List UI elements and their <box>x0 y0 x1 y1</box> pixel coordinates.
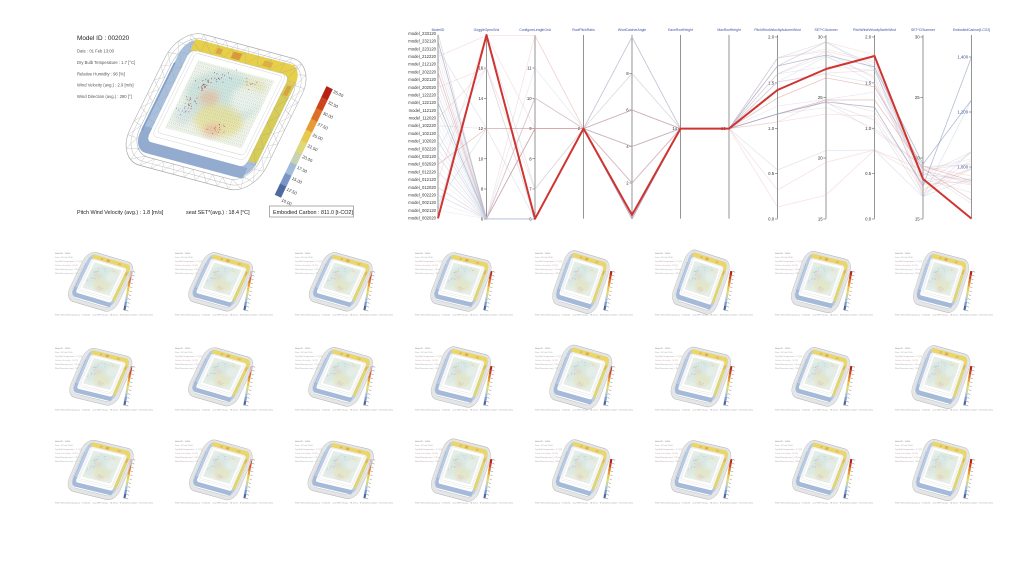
svg-text:model_223120: model_223120 <box>408 46 436 51</box>
svg-text:seat SET*(avg.) : 18.4 [°C]: seat SET*(avg.) : 18.4 [°C] <box>186 210 250 216</box>
svg-text:Relative Humidity : 98 [%]: Relative Humidity : 98 [%] <box>77 71 125 76</box>
svg-text:10.00: 10.00 <box>281 197 293 206</box>
svg-text:25: 25 <box>915 95 920 100</box>
svg-text:30: 30 <box>818 35 823 40</box>
svg-text:25: 25 <box>818 95 823 100</box>
svg-text:25.00: 25.00 <box>312 132 324 141</box>
svg-text:0.5: 0.5 <box>865 171 872 176</box>
svg-text:15: 15 <box>818 217 823 222</box>
svg-text:22.50: 22.50 <box>307 143 319 152</box>
svg-text:model_122120: model_122120 <box>408 100 436 105</box>
svg-text:1.0: 1.0 <box>768 126 775 131</box>
svg-text:model_233120: model_233120 <box>408 31 436 36</box>
svg-text:model_002120: model_002120 <box>408 208 436 213</box>
svg-text:Dry Bulb Temperature : 1.7 [°C: Dry Bulb Temperature : 1.7 [°C] <box>77 60 135 65</box>
svg-text:16: 16 <box>478 66 483 71</box>
svg-text:model_002120: model_002120 <box>408 200 436 205</box>
svg-text:model_202220: model_202220 <box>408 69 436 74</box>
svg-text:10: 10 <box>478 156 483 161</box>
svg-text:model_012120: model_012120 <box>408 177 436 182</box>
svg-text:EmbodiedCarbon[t-CO2]: EmbodiedCarbon[t-CO2] <box>953 28 990 32</box>
svg-text:20.00: 20.00 <box>301 154 313 163</box>
svg-text:model_202020: model_202020 <box>408 85 436 90</box>
svg-text:12.50: 12.50 <box>286 187 298 196</box>
svg-text:model_122220: model_122220 <box>408 93 436 98</box>
svg-text:PitchWindVelocityAutumnWind: PitchWindVelocityAutumnWind <box>754 28 800 32</box>
svg-text:Wind Direction (avg.) : 290 [°: Wind Direction (avg.) : 290 [°] <box>77 94 132 99</box>
svg-text:model_212220: model_212220 <box>408 54 436 59</box>
svg-text:10: 10 <box>527 96 532 101</box>
svg-text:6: 6 <box>481 217 484 222</box>
svg-text:1,200: 1,200 <box>957 110 968 115</box>
svg-text:model_102220: model_102220 <box>408 123 436 128</box>
svg-text:model_112120: model_112120 <box>409 108 437 113</box>
svg-text:9: 9 <box>529 126 532 131</box>
svg-text:12: 12 <box>478 126 483 131</box>
svg-text:4: 4 <box>626 144 629 149</box>
svg-text:32.50: 32.50 <box>327 100 339 109</box>
svg-text:1,400: 1,400 <box>957 55 968 60</box>
svg-text:model_102020: model_102020 <box>408 139 436 144</box>
svg-text:1.5: 1.5 <box>768 80 775 85</box>
svg-text:27.50: 27.50 <box>317 122 329 131</box>
svg-text:Date : 01 Feb 13:00: Date : 01 Feb 13:00 <box>77 49 115 54</box>
svg-text:2: 2 <box>626 181 629 186</box>
svg-text:14: 14 <box>478 96 483 101</box>
svg-text:ModelID: ModelID <box>432 28 445 32</box>
svg-text:0.0: 0.0 <box>768 217 775 222</box>
svg-text:8: 8 <box>529 156 532 161</box>
svg-text:model_032020: model_032020 <box>408 162 436 167</box>
svg-text:14: 14 <box>672 126 677 131</box>
svg-text:RoofPitchRatio: RoofPitchRatio <box>572 28 595 32</box>
svg-text:17.50: 17.50 <box>296 165 308 174</box>
svg-text:1.0: 1.0 <box>865 126 872 131</box>
svg-text:8: 8 <box>481 187 484 192</box>
svg-text:7: 7 <box>529 187 532 192</box>
svg-text:8: 8 <box>626 71 629 76</box>
svg-text:model_002220: model_002220 <box>408 193 436 198</box>
svg-text:20: 20 <box>818 156 823 161</box>
svg-text:model_012220: model_012220 <box>408 169 436 174</box>
svg-text:ConfigureLengthGrid: ConfigureLengthGrid <box>519 28 551 32</box>
svg-text:35.00: 35.00 <box>332 89 344 98</box>
svg-text:Embodied Carbon : 811.0 [t-CO2: Embodied Carbon : 811.0 [t-CO2] <box>273 210 353 216</box>
svg-text:model_202120: model_202120 <box>408 77 436 82</box>
svg-text:11: 11 <box>527 66 532 71</box>
svg-text:20: 20 <box>915 156 920 161</box>
svg-text:2.0: 2.0 <box>865 35 872 40</box>
svg-text:EaveRoofHeight: EaveRoofHeight <box>668 28 693 32</box>
svg-text:model_032220: model_032220 <box>408 146 436 151</box>
svg-text:30.00: 30.00 <box>322 111 334 120</box>
svg-text:Wind Velocity (avg.) : 2.9 [m/: Wind Velocity (avg.) : 2.9 [m/s] <box>77 83 134 88</box>
svg-text:PitchWindVelocityNorthWind: PitchWindVelocityNorthWind <box>853 28 896 32</box>
svg-text:MaxRoofHeight: MaxRoofHeight <box>717 28 740 32</box>
svg-text:2.0: 2.0 <box>768 35 775 40</box>
svg-text:Model ID : 002020: Model ID : 002020 <box>77 35 130 42</box>
svg-text:model_112020: model_112020 <box>409 116 437 121</box>
svg-text:15.00: 15.00 <box>291 176 303 185</box>
svg-text:model_102120: model_102120 <box>408 131 436 136</box>
svg-text:30: 30 <box>915 35 920 40</box>
svg-text:GoggleOpenGrid: GoggleOpenGrid <box>474 28 500 32</box>
svg-text:Pitch Wind Velocity (avg.) : 1: Pitch Wind Velocity (avg.) : 1.8 [m/s] <box>77 210 164 216</box>
svg-text:model_012020: model_012020 <box>408 185 436 190</box>
svg-text:1.5: 1.5 <box>865 80 872 85</box>
svg-text:1,000: 1,000 <box>957 165 968 170</box>
svg-text:0.0: 0.0 <box>865 217 872 222</box>
svg-text:0.5: 0.5 <box>768 171 775 176</box>
svg-text:model_212120: model_212120 <box>408 62 436 67</box>
svg-text:model_232120: model_232120 <box>408 39 436 44</box>
svg-text:model_002020: model_002020 <box>408 216 436 221</box>
svg-text:WindCatcherAngle: WindCatcherAngle <box>618 28 646 32</box>
svg-text:15: 15 <box>915 217 920 222</box>
svg-text:6: 6 <box>626 108 629 113</box>
svg-text:SET*C/Autumn: SET*C/Autumn <box>815 28 838 32</box>
svg-text:SET*C/Summer: SET*C/Summer <box>911 28 936 32</box>
svg-text:model_032120: model_032120 <box>408 154 436 159</box>
